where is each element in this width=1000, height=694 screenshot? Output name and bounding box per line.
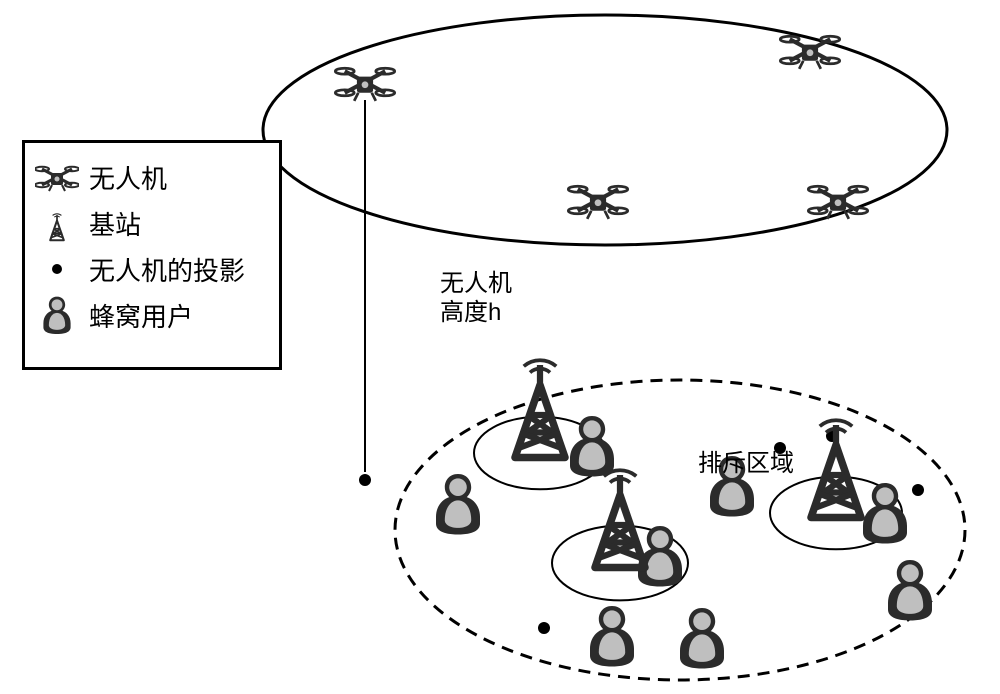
user-icon [35,295,79,335]
legend-row: 蜂窝用户 [35,295,269,335]
drone-icon [780,36,839,69]
legend-box: 无人机基站无人机的投影蜂窝用户 [22,140,282,370]
projection-dot [912,484,924,496]
projection-dot [538,622,550,634]
legend-row: 基站 [35,203,269,243]
cellular-user-icon [570,416,614,477]
projection-dot [359,474,371,486]
height-line2: 高度h [440,299,512,328]
cellular-user-icon [888,560,932,621]
legend-row: 无人机的投影 [35,249,269,289]
base-station-icon [595,470,645,567]
exclusion-annotation: 排斥区域 [698,450,794,479]
drone-icon [568,186,627,219]
tower-icon [35,203,79,243]
legend-row: 无人机 [35,157,269,197]
cellular-user-icon [436,474,480,535]
base-station-icon [811,420,861,517]
dot-icon [35,249,79,289]
diagram-canvas: 无人机基站无人机的投影蜂窝用户 无人机 高度h 排斥区域 [0,0,1000,694]
cellular-user-icon [590,606,634,667]
cellular-user-icon [680,608,724,669]
legend-label: 无人机的投影 [89,251,245,288]
drone-icon [335,68,394,101]
height-annotation: 无人机 高度h [440,270,512,328]
legend-label: 无人机 [89,159,167,196]
legend-label: 蜂窝用户 [89,297,193,334]
base-station-icon [515,360,565,457]
cellular-user-icon [863,483,907,544]
legend-label: 基站 [89,205,141,242]
exclusion-text: 排斥区域 [698,450,794,477]
drone-icon [35,157,79,197]
height-line1: 无人机 [440,270,512,299]
